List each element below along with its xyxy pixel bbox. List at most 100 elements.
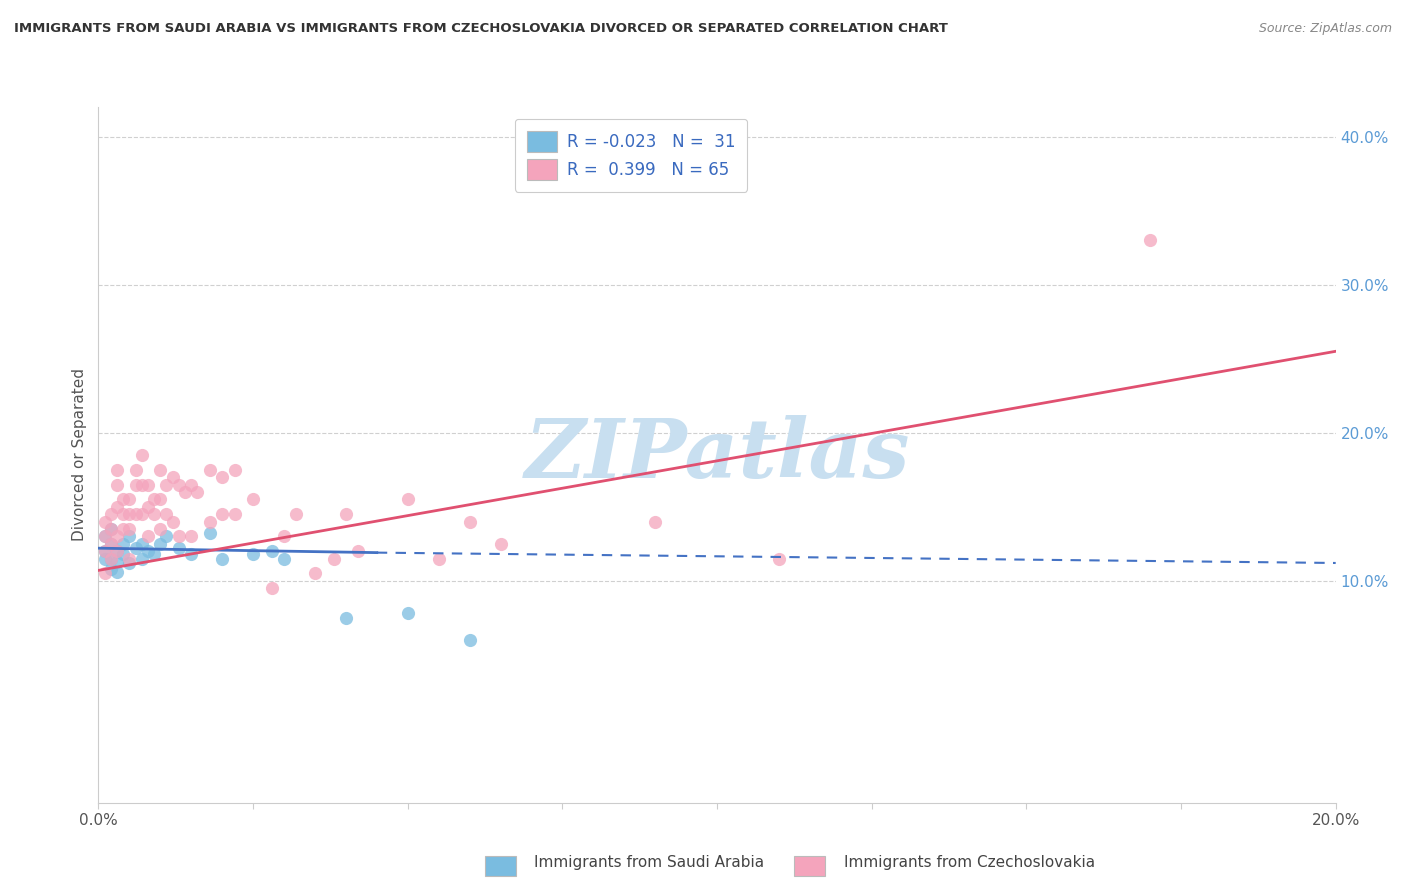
Point <box>174 484 197 499</box>
Point <box>335 611 357 625</box>
Point <box>112 537 135 551</box>
Point <box>458 515 481 529</box>
Point <box>162 515 184 529</box>
Point <box>112 507 135 521</box>
Point <box>458 632 481 647</box>
Point <box>304 566 326 581</box>
Point <box>118 507 141 521</box>
Point <box>167 477 190 491</box>
Point <box>136 544 159 558</box>
Point <box>118 556 141 570</box>
Point <box>105 544 128 558</box>
Point <box>149 537 172 551</box>
Point <box>118 522 141 536</box>
Point <box>105 463 128 477</box>
Point <box>118 529 141 543</box>
Point <box>396 607 419 621</box>
Point <box>644 515 666 529</box>
Point <box>180 477 202 491</box>
Point <box>93 515 115 529</box>
Point <box>100 522 122 536</box>
Point <box>155 477 177 491</box>
Point <box>489 537 512 551</box>
Point <box>260 544 283 558</box>
Point <box>335 507 357 521</box>
Point <box>100 537 122 551</box>
Point <box>149 463 172 477</box>
Point <box>118 492 141 507</box>
Point <box>347 544 370 558</box>
Point <box>396 492 419 507</box>
Point <box>105 477 128 491</box>
Point <box>118 551 141 566</box>
Point <box>242 492 264 507</box>
Point <box>155 507 177 521</box>
Text: IMMIGRANTS FROM SAUDI ARABIA VS IMMIGRANTS FROM CZECHOSLOVAKIA DIVORCED OR SEPAR: IMMIGRANTS FROM SAUDI ARABIA VS IMMIGRAN… <box>14 22 948 36</box>
Point <box>105 529 128 543</box>
Point <box>112 522 135 536</box>
Point <box>211 470 233 484</box>
Point <box>105 565 128 579</box>
Point <box>131 537 153 551</box>
Point <box>131 507 153 521</box>
Point <box>100 522 122 536</box>
Point <box>100 562 122 576</box>
Point <box>211 507 233 521</box>
Point <box>131 448 153 462</box>
Point <box>149 522 172 536</box>
Point <box>93 544 115 558</box>
Point <box>143 547 166 561</box>
Point <box>198 526 221 541</box>
Point <box>198 463 221 477</box>
Point <box>162 470 184 484</box>
Point <box>105 500 128 514</box>
Point <box>93 529 115 543</box>
Point <box>131 477 153 491</box>
Text: Immigrants from Saudi Arabia: Immigrants from Saudi Arabia <box>534 855 765 870</box>
Point <box>136 500 159 514</box>
Text: ZIPatlas: ZIPatlas <box>524 415 910 495</box>
Point <box>136 477 159 491</box>
Text: Immigrants from Czechoslovakia: Immigrants from Czechoslovakia <box>844 855 1095 870</box>
Point <box>112 492 135 507</box>
Text: Source: ZipAtlas.com: Source: ZipAtlas.com <box>1258 22 1392 36</box>
Point <box>224 507 246 521</box>
Point <box>1139 233 1161 247</box>
Point <box>211 551 233 566</box>
Point <box>155 529 177 543</box>
Point <box>100 507 122 521</box>
Point <box>124 463 146 477</box>
Point <box>224 463 246 477</box>
Point <box>105 544 128 558</box>
Point <box>93 529 115 543</box>
Point <box>768 551 790 566</box>
Point <box>136 529 159 543</box>
Point <box>198 515 221 529</box>
Point <box>180 547 202 561</box>
Y-axis label: Divorced or Separated: Divorced or Separated <box>72 368 87 541</box>
Point <box>131 551 153 566</box>
Point <box>427 551 450 566</box>
Point <box>167 529 190 543</box>
Point <box>105 554 128 568</box>
Point <box>124 477 146 491</box>
Point <box>93 544 115 558</box>
Point <box>273 551 295 566</box>
Point <box>112 547 135 561</box>
Point <box>124 541 146 556</box>
Point <box>285 507 308 521</box>
Point <box>273 529 295 543</box>
Point <box>100 537 122 551</box>
Point <box>180 529 202 543</box>
Point <box>186 484 208 499</box>
Point <box>143 507 166 521</box>
Point <box>93 566 115 581</box>
Point <box>167 541 190 556</box>
Point <box>149 492 172 507</box>
Point <box>100 551 122 566</box>
Point <box>322 551 344 566</box>
Point <box>124 507 146 521</box>
Legend: R = -0.023   N =  31, R =  0.399   N = 65: R = -0.023 N = 31, R = 0.399 N = 65 <box>515 119 747 192</box>
Point <box>242 547 264 561</box>
Point <box>100 551 122 566</box>
